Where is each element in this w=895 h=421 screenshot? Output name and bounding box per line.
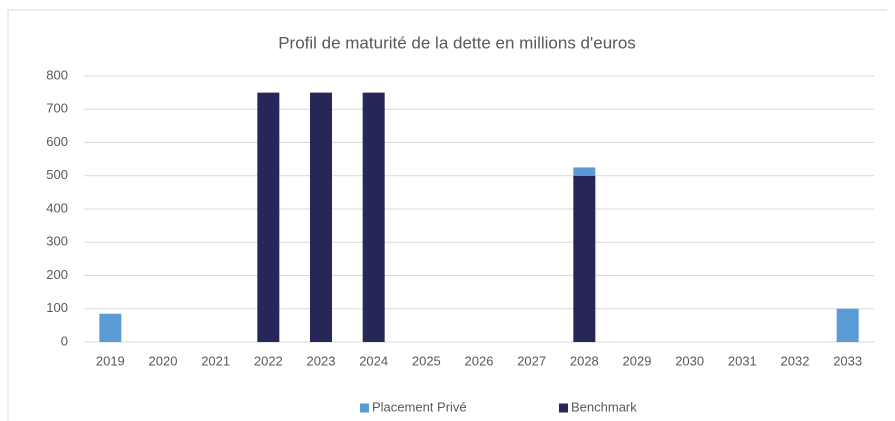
bar [99, 313, 122, 342]
legend-label: Placement Privé [372, 399, 467, 414]
y-tick-label: 300 [46, 234, 68, 249]
chart-border [7, 9, 887, 421]
legend-swatch [360, 403, 369, 413]
bar [310, 92, 332, 342]
x-tick-label: 2021 [201, 353, 230, 368]
bar [257, 92, 280, 342]
x-tick-label: 2025 [412, 353, 441, 368]
legend-label: Benchmark [571, 399, 637, 414]
y-tick-label: 600 [46, 134, 68, 149]
x-tick-label: 2033 [833, 353, 862, 368]
y-tick-label: 700 [46, 101, 68, 116]
bar [836, 308, 859, 342]
bar [573, 175, 596, 342]
x-tick-label: 2031 [728, 353, 757, 368]
y-tick-label: 0 [61, 333, 68, 348]
x-tick-label: 2029 [623, 353, 652, 368]
y-tick-label: 400 [46, 200, 68, 215]
x-tick-label: 2023 [307, 353, 336, 368]
x-tick-label: 2024 [359, 353, 388, 368]
bar [362, 92, 385, 342]
y-tick-label: 200 [46, 267, 68, 282]
x-tick-label: 2030 [675, 353, 704, 368]
x-tick-label: 2022 [254, 353, 283, 368]
y-tick-label: 100 [46, 300, 68, 315]
x-tick-label: 2026 [465, 353, 494, 368]
y-tick-label: 500 [46, 167, 68, 182]
x-tick-label: 2032 [781, 353, 810, 368]
legend-swatch [559, 403, 568, 413]
x-tick-label: 2019 [96, 353, 125, 368]
x-tick-label: 2020 [149, 353, 178, 368]
x-tick-label: 2028 [570, 353, 599, 368]
chart-title: Profil de maturité de la dette en millio… [278, 33, 636, 52]
x-tick-label: 2027 [517, 353, 546, 368]
bar [573, 167, 596, 176]
y-tick-label: 800 [46, 67, 68, 82]
